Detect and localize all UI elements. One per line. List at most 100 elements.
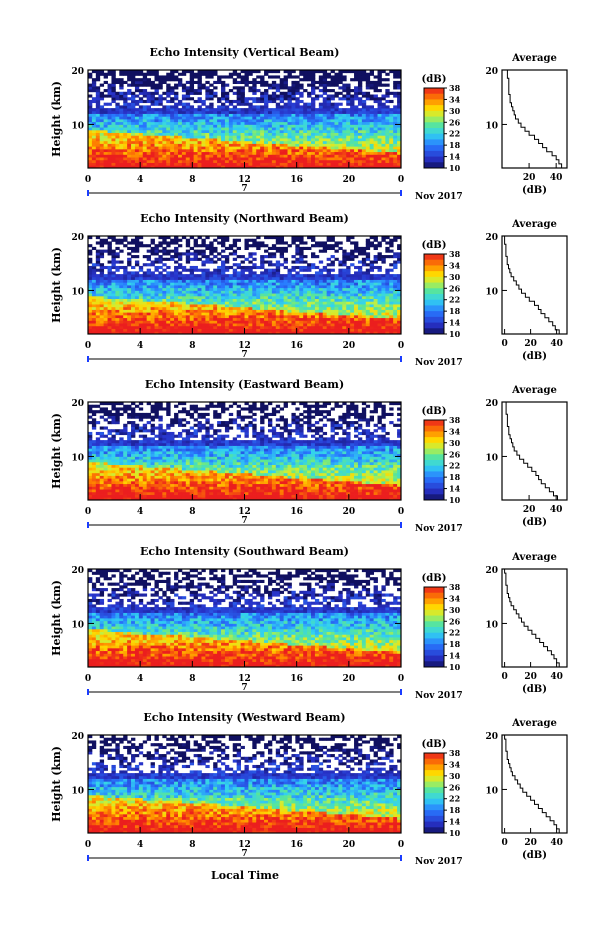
heatmap-cell bbox=[283, 138, 288, 142]
heatmap-cell bbox=[232, 99, 238, 104]
heatmap-cell bbox=[295, 105, 300, 109]
heatmap-cell bbox=[228, 309, 234, 313]
heatmap-cell bbox=[381, 260, 386, 264]
heatmap-cell bbox=[350, 252, 355, 256]
heatmap-cell bbox=[240, 154, 245, 158]
heatmap-cell bbox=[119, 165, 124, 169]
heatmap-cell bbox=[131, 99, 136, 104]
heatmap-cell bbox=[146, 298, 151, 302]
heatmap-cell bbox=[232, 263, 238, 267]
heatmap-cell bbox=[361, 320, 367, 324]
heatmap-cell bbox=[287, 295, 292, 300]
heatmap-cell bbox=[275, 328, 281, 332]
heatmap-cell bbox=[154, 260, 159, 264]
heatmap-cell bbox=[334, 320, 339, 324]
heatmap-cell bbox=[189, 135, 195, 139]
heatmap-cell bbox=[134, 129, 140, 134]
heatmap-cell bbox=[174, 241, 179, 245]
heatmap-cell bbox=[357, 110, 363, 114]
heatmap-cell bbox=[350, 102, 355, 106]
heatmap-cell bbox=[248, 301, 253, 305]
heatmap-cell bbox=[181, 325, 187, 329]
heatmap-cell bbox=[267, 154, 273, 158]
heatmap-cell bbox=[158, 298, 163, 302]
heatmap-cell bbox=[354, 255, 359, 259]
heatmap-cell bbox=[365, 320, 371, 324]
heatmap-cell bbox=[154, 285, 159, 289]
heatmap-cell bbox=[236, 279, 241, 283]
heatmap-cell bbox=[248, 113, 253, 117]
heatmap-cell bbox=[158, 113, 163, 117]
heatmap-cell bbox=[346, 304, 351, 308]
heatmap-cell bbox=[217, 306, 222, 310]
heatmap-cell bbox=[377, 97, 382, 101]
heatmap-cell bbox=[88, 480, 93, 485]
heatmap-cell bbox=[166, 328, 171, 332]
heatmap-cell bbox=[256, 312, 261, 316]
heatmap-cell bbox=[393, 110, 398, 114]
heatmap-cell bbox=[138, 140, 144, 144]
heatmap-cell bbox=[134, 72, 140, 76]
heatmap-cell bbox=[142, 314, 148, 319]
heatmap-cell bbox=[283, 108, 288, 112]
heatmap-cell bbox=[185, 312, 191, 316]
heatmap-cell bbox=[252, 306, 257, 310]
heatmap-cell bbox=[369, 244, 375, 248]
heatmap-cell bbox=[162, 274, 167, 278]
heatmap-cell bbox=[240, 124, 245, 128]
heatmap-cell bbox=[221, 129, 226, 134]
heatmap-cell bbox=[119, 249, 124, 253]
heatmap-cell bbox=[185, 249, 191, 253]
heatmap-cell bbox=[283, 309, 288, 313]
heatmap-cell bbox=[346, 298, 351, 302]
heatmap-cell bbox=[232, 301, 238, 305]
heatmap-cell bbox=[307, 146, 312, 150]
heatmap-cell bbox=[240, 99, 245, 104]
heatmap-cell bbox=[174, 312, 179, 316]
heatmap-cell bbox=[209, 309, 214, 313]
heatmap-cell bbox=[385, 331, 390, 335]
heatmap-cell bbox=[205, 165, 210, 169]
heatmap-cell bbox=[123, 276, 128, 280]
heatmap-cell bbox=[377, 119, 382, 123]
heatmap-cell bbox=[107, 323, 112, 327]
heatmap-cell bbox=[393, 323, 398, 327]
heatmap-cell bbox=[354, 162, 359, 166]
heatmap-cell bbox=[373, 83, 378, 87]
heatmap-cell bbox=[95, 306, 101, 310]
heatmap-cell bbox=[346, 159, 351, 163]
heatmap-cell bbox=[299, 285, 304, 289]
heatmap-cell bbox=[330, 285, 335, 289]
heatmap-cell bbox=[189, 108, 195, 112]
heatmap-cell bbox=[88, 121, 93, 125]
heatmap-cell bbox=[99, 159, 105, 163]
heatmap-cell bbox=[287, 276, 292, 280]
heatmap-cell bbox=[334, 113, 339, 117]
heatmap-cell bbox=[240, 276, 245, 280]
heatmap-cell bbox=[283, 97, 288, 101]
heatmap-cell bbox=[299, 129, 304, 134]
heatmap-cell bbox=[279, 129, 285, 134]
heatmap-cell bbox=[201, 99, 206, 104]
heatmap-cell bbox=[91, 282, 97, 286]
heatmap-cell bbox=[107, 72, 112, 76]
heatmap-cell bbox=[154, 116, 159, 120]
heatmap-cell bbox=[381, 257, 386, 261]
heatmap-cell bbox=[177, 121, 183, 125]
heatmap-cell bbox=[185, 119, 191, 123]
heatmap-cell bbox=[95, 157, 101, 161]
heatmap-cell bbox=[205, 301, 210, 305]
heatmap-cell bbox=[279, 113, 285, 117]
heatmap-cell bbox=[275, 116, 281, 120]
heatmap-cell bbox=[134, 246, 140, 251]
heatmap-cell bbox=[283, 306, 288, 310]
heatmap-cell bbox=[228, 331, 234, 335]
heatmap-cell bbox=[131, 325, 136, 329]
heatmap-cell bbox=[256, 89, 261, 93]
heatmap-cell bbox=[232, 304, 238, 308]
heatmap-cell bbox=[111, 325, 116, 329]
heatmap-cell bbox=[193, 255, 198, 259]
heatmap-cell bbox=[197, 78, 202, 82]
heatmap-cell bbox=[111, 249, 116, 253]
heatmap-cell bbox=[279, 151, 285, 155]
